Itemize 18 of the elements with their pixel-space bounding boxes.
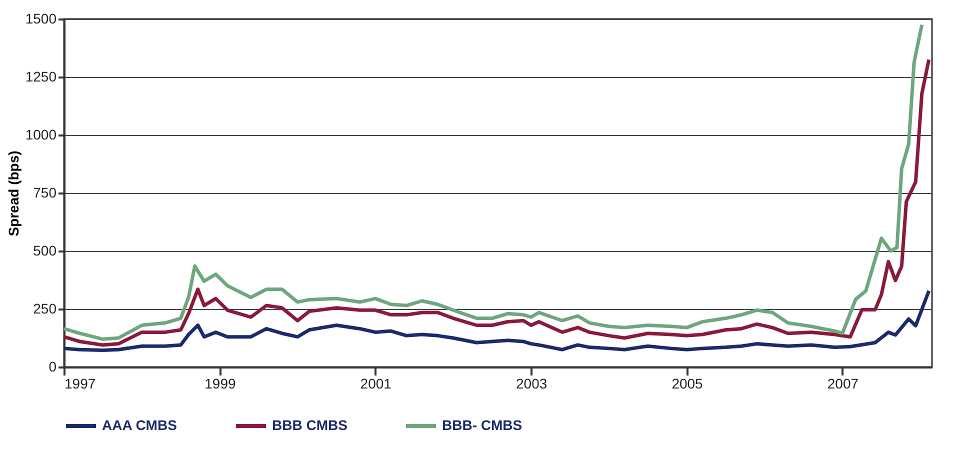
x-tick-label: 2003	[516, 376, 548, 392]
x-tick-label: 2007	[827, 376, 859, 392]
legend-label: BBB- CMBS	[442, 417, 522, 433]
y-tick-label: 250	[33, 300, 57, 316]
legend-label: AAA CMBS	[102, 417, 177, 433]
y-tick-label: 0	[48, 358, 57, 374]
y-tick-label: 500	[33, 242, 57, 258]
x-tick-label: 1997	[64, 376, 96, 392]
legend-label: BBB CMBS	[272, 417, 348, 433]
y-tick-label: 750	[33, 184, 57, 200]
x-tick-label: 1999	[204, 376, 236, 392]
y-tick-label: 1000	[25, 126, 57, 142]
x-tick-label: 2005	[672, 376, 704, 392]
y-tick-label: 1500	[25, 10, 57, 26]
y-axis-title: Spread (bps)	[5, 150, 22, 236]
y-tick-label: 1250	[25, 68, 57, 84]
line-series	[62, 289, 931, 352]
x-tick-label: 2001	[360, 376, 392, 392]
